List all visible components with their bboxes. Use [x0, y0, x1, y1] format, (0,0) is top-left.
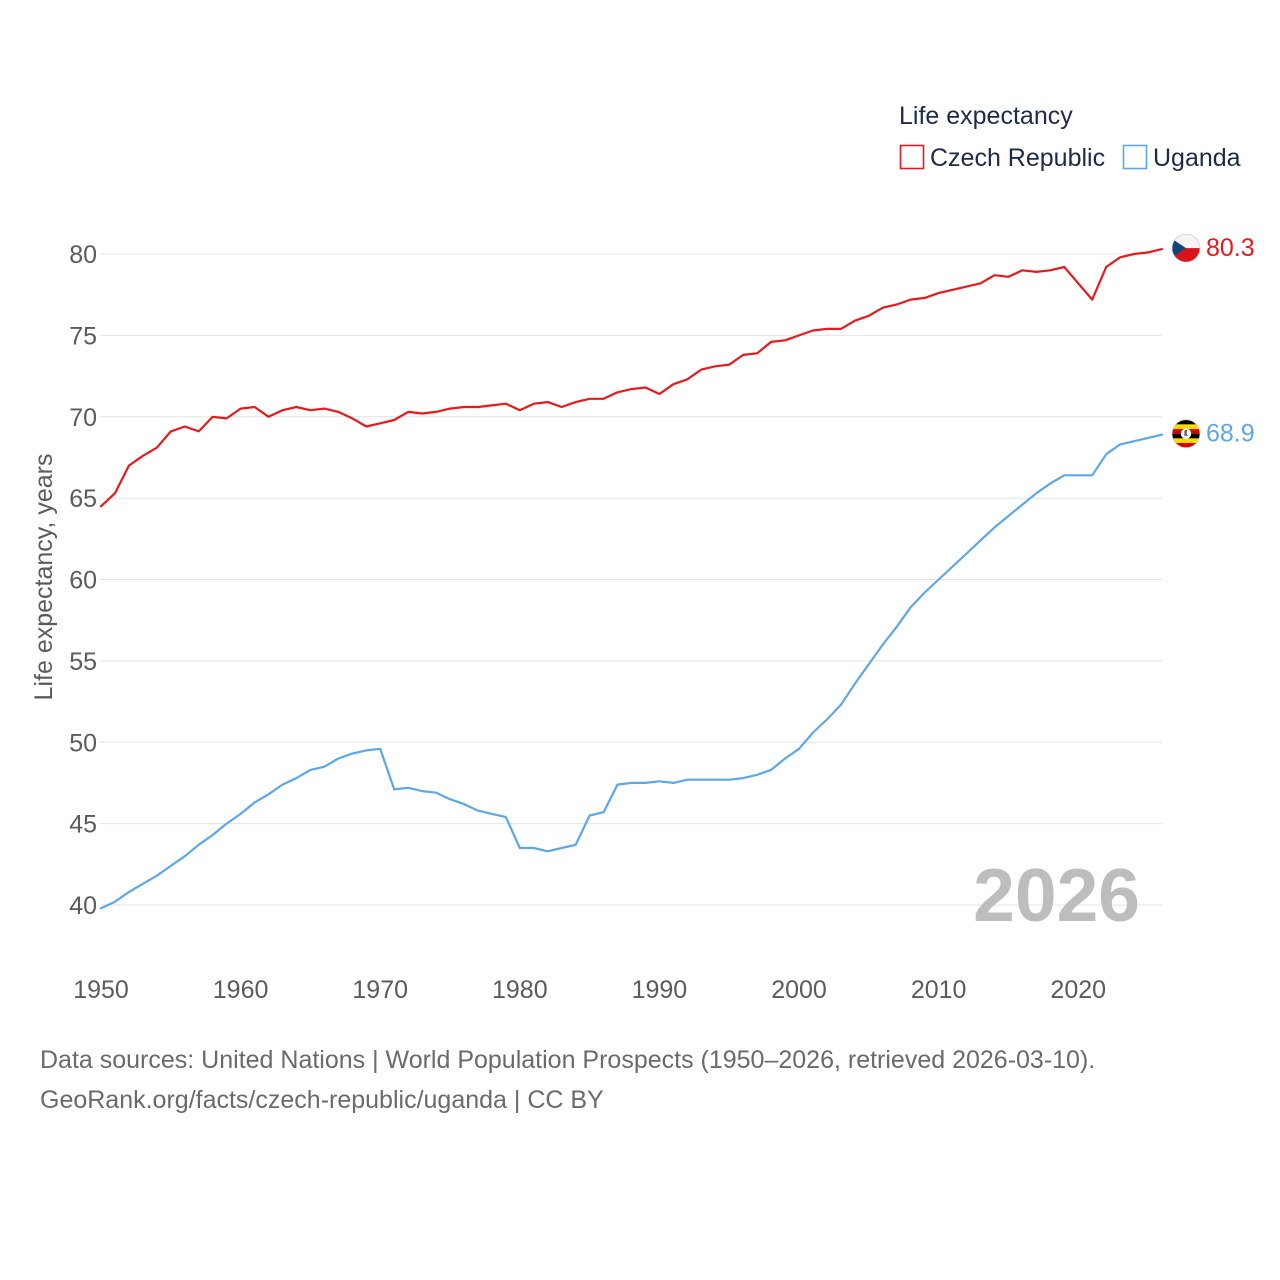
- legend-swatch-czech-republic[interactable]: [899, 144, 925, 170]
- uganda-flag-icon: [1171, 419, 1201, 449]
- legend-swatch-uganda[interactable]: [1122, 144, 1148, 170]
- x-axis-ticks: 1950 1960 1970 1980 1990 2000 2010 2020: [73, 976, 1106, 1004]
- series-line-czech-republic: [99, 248, 1164, 508]
- legend-item-uganda[interactable]: Uganda: [1122, 144, 1241, 172]
- y-tick-label-70: 70: [69, 404, 97, 432]
- x-tick-label-2020: 2020: [1050, 976, 1106, 1004]
- y-tick-label-45: 45: [69, 811, 97, 839]
- x-tick-label-1970: 1970: [352, 976, 408, 1004]
- footer-data-sources: Data sources: United Nations | World Pop…: [40, 1046, 1095, 1074]
- y-tick-label-60: 60: [69, 567, 97, 595]
- year-watermark: 2026: [973, 853, 1140, 937]
- legend-title: Life expectancy: [899, 102, 1073, 130]
- x-tick-label-1990: 1990: [632, 976, 688, 1004]
- x-tick-label-2010: 2010: [911, 976, 967, 1004]
- y-axis-label: Life expectancy, years: [30, 454, 58, 701]
- legend-label-uganda[interactable]: Uganda: [1153, 144, 1241, 172]
- x-tick-label-1980: 1980: [492, 976, 548, 1004]
- footer-attribution: GeoRank.org/facts/czech-republic/uganda …: [40, 1086, 604, 1114]
- legend-label-czech-republic[interactable]: Czech Republic: [930, 144, 1105, 172]
- series-line-uganda: [99, 433, 1164, 910]
- end-value-label-uganda: 68.9: [1206, 420, 1255, 448]
- y-tick-label-65: 65: [69, 485, 97, 513]
- x-tick-label-1950: 1950: [73, 976, 129, 1004]
- gridlines: [100, 253, 1162, 906]
- end-value-label-czech-republic: 80.3: [1206, 234, 1255, 262]
- legend-item-czech-republic[interactable]: Czech Republic: [899, 144, 1106, 172]
- y-tick-label-55: 55: [69, 648, 97, 676]
- legend: Life expectancy Czech Republic Uganda: [899, 102, 1241, 172]
- czech-republic-flag-icon: [1171, 233, 1201, 263]
- series-lines: [99, 248, 1164, 910]
- y-axis-ticks: 40 45 50 55 60 65 70 75 80: [69, 241, 97, 920]
- y-tick-label-75: 75: [69, 322, 97, 350]
- y-tick-label-80: 80: [69, 241, 97, 269]
- x-tick-label-2000: 2000: [771, 976, 827, 1004]
- x-tick-label-1960: 1960: [213, 976, 269, 1004]
- y-tick-label-50: 50: [69, 729, 97, 757]
- y-tick-label-40: 40: [69, 892, 97, 920]
